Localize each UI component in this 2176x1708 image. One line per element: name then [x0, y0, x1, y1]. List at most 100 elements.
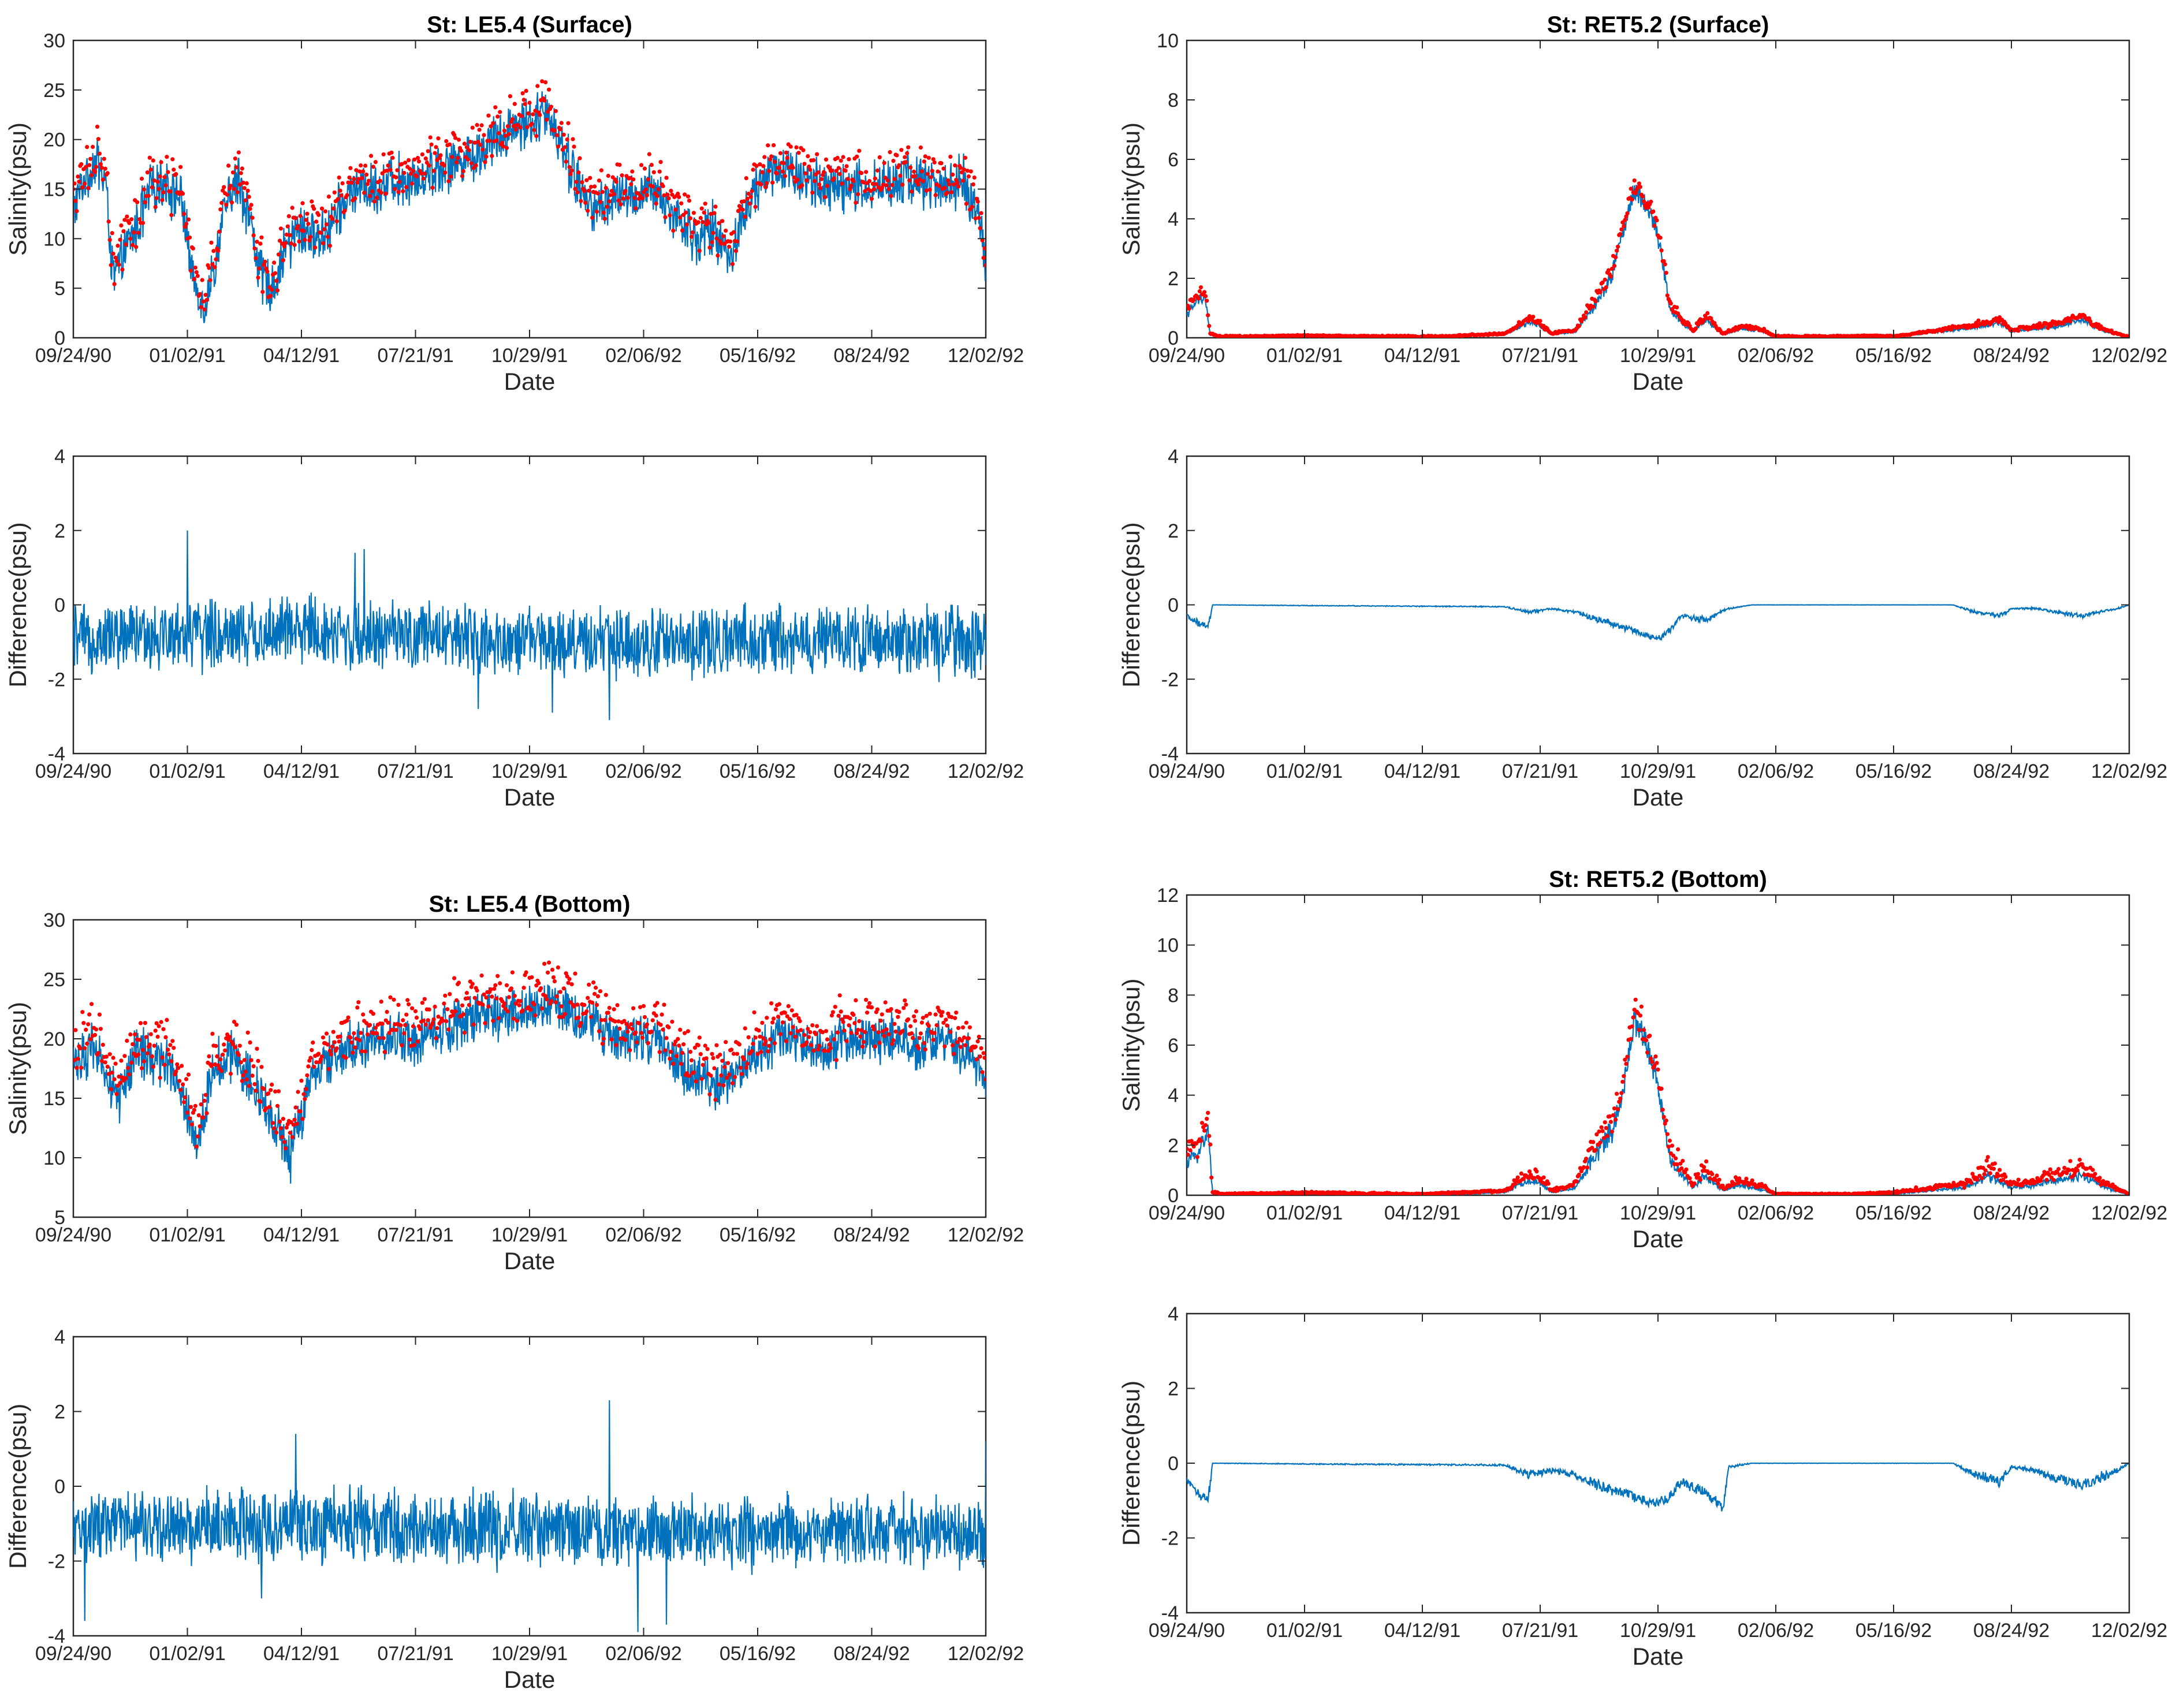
observed-marker — [956, 184, 961, 189]
observed-marker — [793, 1035, 798, 1039]
observed-marker — [765, 181, 769, 185]
observed-marker — [300, 1117, 305, 1121]
observed-marker — [411, 169, 416, 173]
observed-marker — [416, 159, 422, 164]
observed-marker — [720, 219, 725, 223]
observed-marker — [521, 986, 526, 990]
observed-marker — [975, 199, 980, 204]
observed-marker — [558, 990, 562, 994]
observed-marker — [550, 967, 555, 972]
observed-marker — [203, 293, 208, 297]
observed-marker — [1732, 1181, 1737, 1187]
observed-marker — [1198, 1139, 1203, 1143]
observed-marker — [724, 228, 728, 233]
observed-marker — [811, 1048, 816, 1053]
observed-marker — [842, 1028, 847, 1033]
observed-marker — [883, 1000, 888, 1005]
observed-marker — [201, 1115, 206, 1120]
observed-marker — [166, 1047, 170, 1052]
observed-marker — [131, 1042, 135, 1046]
observed-marker — [239, 171, 243, 176]
observed-marker — [543, 80, 548, 85]
observed-marker — [806, 154, 810, 159]
observed-marker — [97, 1012, 102, 1017]
observed-marker — [980, 1070, 985, 1075]
observed-marker — [767, 169, 772, 173]
observed-marker — [1574, 1179, 1579, 1184]
observed-marker — [958, 166, 963, 170]
observed-marker — [198, 1124, 202, 1129]
observed-marker — [307, 238, 312, 243]
observed-marker — [761, 1036, 766, 1041]
series-line-difference — [73, 530, 986, 721]
observed-marker — [547, 87, 552, 92]
y-axis-label: Salinity(psu) — [4, 1002, 31, 1135]
observed-marker — [196, 1113, 201, 1118]
observed-marker — [858, 1034, 863, 1039]
observed-marker — [519, 114, 524, 118]
observed-marker — [931, 1038, 936, 1042]
observed-marker — [331, 1030, 336, 1034]
observed-marker — [1710, 1172, 1715, 1177]
observed-marker — [337, 175, 341, 180]
observed-marker — [621, 196, 625, 201]
observed-marker — [501, 144, 506, 149]
y-tick-label: 2 — [54, 520, 65, 542]
observed-marker — [174, 171, 178, 177]
observed-marker — [308, 234, 313, 239]
series-line-difference — [1187, 1462, 2129, 1512]
observed-marker — [575, 1002, 580, 1007]
observed-marker — [1656, 1067, 1660, 1072]
observed-marker — [448, 142, 452, 147]
observed-marker — [122, 1054, 127, 1058]
observed-marker — [825, 184, 830, 188]
observed-marker — [959, 170, 964, 175]
observed-marker — [159, 1020, 163, 1024]
observed-marker — [540, 1006, 545, 1010]
observed-marker — [1645, 1050, 1650, 1055]
observed-marker — [150, 185, 154, 190]
observed-marker — [483, 1021, 487, 1025]
observed-marker — [579, 1021, 583, 1025]
observed-marker — [104, 1054, 109, 1059]
observed-marker — [132, 230, 136, 235]
observed-marker — [1532, 1176, 1537, 1180]
y-tick-label: -2 — [1161, 669, 1179, 691]
observed-marker — [152, 1043, 157, 1048]
observed-marker — [556, 965, 561, 970]
observed-marker — [248, 1040, 252, 1045]
observed-marker — [385, 1009, 389, 1015]
observed-marker — [743, 1026, 747, 1031]
observed-marker — [871, 1027, 876, 1032]
x-tick-label: 04/12/91 — [1384, 760, 1460, 782]
observed-marker — [233, 156, 237, 161]
observed-marker — [112, 1077, 117, 1082]
observed-marker — [854, 200, 858, 205]
observed-marker — [669, 188, 673, 193]
observed-marker — [143, 1021, 147, 1025]
observed-marker — [260, 289, 265, 294]
observed-marker — [1684, 1167, 1689, 1172]
observed-marker — [804, 1040, 809, 1045]
observed-marker — [644, 193, 649, 197]
observed-marker — [968, 169, 973, 174]
observed-marker — [1623, 218, 1627, 222]
observed-marker — [510, 970, 515, 975]
observed-marker — [414, 1015, 419, 1020]
observed-marker — [301, 229, 306, 233]
observed-marker — [249, 1058, 254, 1062]
observed-marker — [1541, 1175, 1546, 1180]
observed-marker — [284, 232, 289, 237]
observed-marker — [968, 1048, 973, 1053]
y-tick-label: 5 — [54, 1207, 65, 1229]
y-tick-label: -2 — [48, 669, 65, 691]
observed-marker — [242, 186, 247, 191]
observed-marker — [327, 244, 333, 248]
observed-marker — [1593, 299, 1598, 304]
observed-marker — [1619, 227, 1624, 232]
observed-marker — [1970, 1172, 1975, 1176]
y-tick-label: -4 — [48, 1625, 65, 1647]
observed-marker — [599, 1018, 603, 1023]
observed-marker — [594, 210, 599, 214]
observed-marker — [579, 199, 583, 203]
